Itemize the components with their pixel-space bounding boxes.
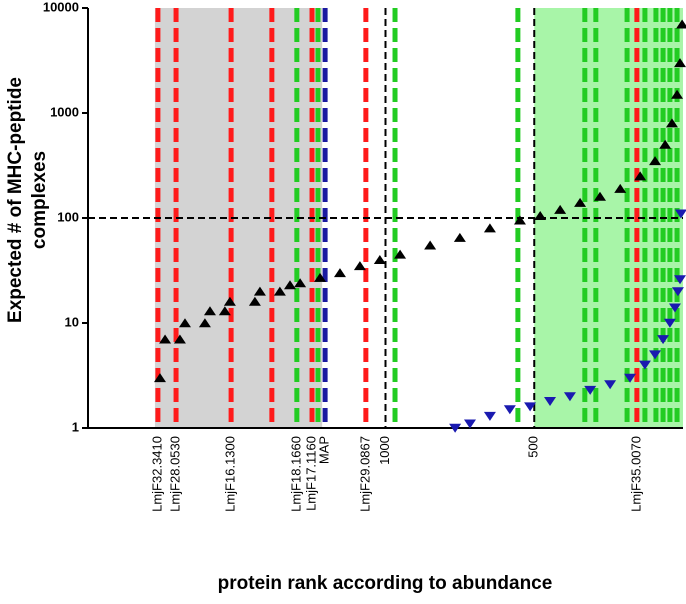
marker [624,373,637,383]
marker [483,411,496,421]
marker [638,360,651,370]
y-tick-label: 100 [57,209,79,224]
marker [649,350,662,360]
marker [674,209,686,219]
marker [676,19,686,29]
marker [665,118,678,128]
marker [394,249,407,259]
marker [574,197,587,207]
x-axis-label: protein rank according to abundance [218,573,553,594]
marker [563,392,576,402]
marker [604,380,617,390]
y-axis-label: complexes [29,151,50,249]
x-tick-label: 1000 [377,436,392,465]
marker [663,318,676,328]
marker [223,296,236,306]
marker [198,318,211,328]
marker [671,287,684,297]
marker [614,183,627,193]
marker [463,419,476,429]
marker [634,171,647,181]
marker [218,306,231,316]
marker [671,89,684,99]
marker [544,396,557,406]
marker [513,215,526,225]
reference-label: LmjF17.1160 [303,436,318,511]
marker [424,240,437,250]
marker [273,286,286,296]
x-tick-label: 500 [526,436,541,458]
marker [373,254,386,264]
marker [173,334,186,344]
y-tick-label: 1 [72,419,79,434]
marker [284,280,297,290]
reference-label: LmjF29.0867 [357,436,372,512]
marker [483,223,496,233]
y-axis-label: Expected # of MHC-peptide [5,77,26,323]
y-tick-label: 10000 [43,0,79,14]
y-tick-label: 10 [65,314,79,329]
marker [253,286,266,296]
marker [159,334,172,344]
marker [657,335,670,345]
marker [203,306,216,316]
reference-label: LmjF28.0530 [167,436,182,512]
marker [674,275,686,285]
marker [524,402,537,412]
reference-label: MAP [317,436,332,464]
reference-label: LmjF18.1660 [288,436,303,512]
y-tick-label: 1000 [50,104,79,119]
marker [353,261,366,271]
marker [449,423,462,433]
marker [178,318,191,328]
marker [333,268,346,278]
marker [554,204,567,214]
marker [153,373,166,383]
marker [534,210,547,220]
marker [593,191,606,201]
marker [314,272,327,282]
marker [503,405,516,415]
reference-label: LmjF16.1300 [223,436,238,512]
marker [649,156,662,166]
reference-label: LmjF32.3410 [149,436,164,512]
reference-label: LmjF35.0070 [628,436,643,512]
marker [584,385,597,395]
marker [659,139,672,149]
marker [248,296,261,306]
marker [294,278,307,288]
marker [453,232,466,242]
marker [674,58,686,68]
marker [668,303,681,313]
